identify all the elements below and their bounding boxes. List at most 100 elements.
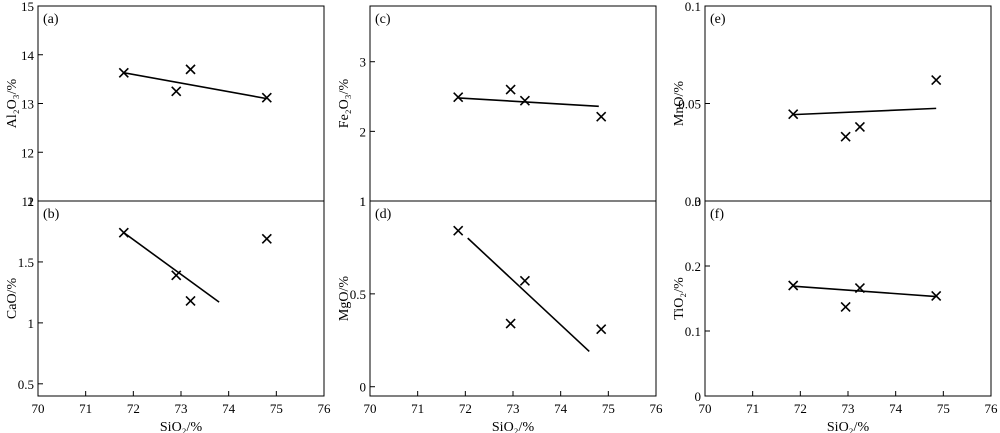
panel-label: (b) [43, 207, 60, 222]
data-point [596, 324, 607, 335]
x-tick-label: 72 [127, 401, 140, 416]
data-point [840, 301, 851, 313]
plot-frame [704, 200, 992, 397]
y-axis-label: MnO/% [672, 81, 687, 126]
trend-line [123, 232, 220, 303]
x-tick-label: 76 [985, 401, 999, 416]
trend-line [467, 237, 590, 353]
x-tick-label: 76 [650, 401, 664, 416]
y-tick-label: 1 [360, 194, 367, 209]
x-tick-label: 73 [842, 401, 855, 416]
point-stroke [519, 275, 530, 286]
y-tick-label: 0 [360, 380, 367, 395]
x-tick-label: 71 [411, 401, 424, 416]
panel-d: 0 0.5 1 70 71 72 73 74 75 76 (d) MgO/% SiO₂/% [337, 194, 663, 433]
y-tick-label: 2 [360, 124, 367, 139]
y-tick-label: 13 [21, 97, 34, 112]
x-axis-label: SiO₂/% [827, 420, 870, 433]
data-point [453, 225, 464, 236]
data-point [931, 290, 942, 301]
x-tick-label: 73 [507, 401, 520, 416]
trend-line [793, 107, 937, 116]
y-tick-label: 0 [695, 389, 702, 404]
point-stroke [118, 67, 129, 78]
y-tick-label: 3 [360, 55, 367, 70]
y-axis-label: Fe₂O₃/% [337, 78, 352, 128]
point-stroke [505, 318, 516, 329]
point-stroke [788, 280, 799, 291]
data-point [931, 75, 942, 86]
y-tick-label: 12 [21, 145, 34, 160]
x-tick-label: 75 [937, 401, 950, 416]
point-stroke [171, 86, 182, 97]
point-stroke [596, 324, 607, 335]
point-stroke [519, 95, 530, 106]
panel-label: (d) [375, 207, 392, 222]
x-tick-label: 70 [364, 401, 377, 416]
plot-frame [37, 5, 325, 202]
panel-label: (c) [375, 12, 391, 27]
data-point [505, 84, 516, 95]
x-axis-label: SiO₂/% [160, 420, 203, 433]
panel-label: (e) [710, 12, 726, 27]
x-tick-label: 72 [794, 401, 807, 416]
data-point [596, 111, 607, 122]
y-tick-label: 2 [28, 194, 35, 209]
y-tick-label: 1 [360, 194, 367, 209]
plot-frame [369, 200, 657, 397]
trend-line [123, 72, 267, 100]
point-stroke [854, 283, 865, 294]
point-stroke [840, 301, 851, 313]
data-point [118, 67, 129, 78]
y-tick-label: 1 [28, 316, 35, 331]
y-tick-label: 0 [695, 194, 702, 209]
data-point [854, 121, 865, 132]
y-axis-label: CaO/% [5, 278, 20, 320]
y-tick-label: 0.5 [350, 287, 366, 302]
point-stroke [261, 92, 272, 103]
panel-e: 0 0.05 0.1 (e) MnO/% [672, 0, 992, 209]
data-point [519, 95, 530, 106]
data-point [118, 227, 129, 238]
point-stroke [118, 227, 129, 238]
y-axis-label: Al₂O₃/% [5, 78, 20, 128]
x-tick-label: 71 [746, 401, 759, 416]
data-point [788, 109, 799, 120]
x-axis-label: SiO₂/% [492, 420, 535, 433]
point-stroke [185, 64, 196, 75]
point-stroke [840, 131, 851, 142]
data-point [519, 275, 530, 286]
panel-c: 1 2 3 (c) Fe₂O₃/% [337, 5, 657, 209]
data-point [185, 295, 196, 307]
point-stroke [505, 84, 516, 95]
x-tick-label: 75 [602, 401, 615, 416]
point-stroke [185, 295, 196, 307]
panel-f: 0 0.1 0.2 0.3 70 71 72 73 74 75 76 (f) TiO₂/% SiO₂/% [672, 194, 998, 433]
data-point [840, 131, 851, 142]
x-tick-label: 74 [222, 401, 236, 416]
point-stroke [453, 225, 464, 236]
data-point [171, 270, 182, 281]
point-stroke [931, 75, 942, 86]
data-point [185, 64, 196, 75]
point-stroke [854, 121, 865, 132]
plot-frame [704, 5, 992, 202]
data-point [854, 283, 865, 294]
y-axis-label: MgO/% [337, 276, 352, 321]
x-tick-label: 74 [889, 401, 903, 416]
point-stroke [453, 92, 464, 103]
data-point [261, 233, 272, 244]
y-tick-label: 0.3 [685, 194, 701, 209]
panel-label: (f) [710, 207, 724, 222]
point-stroke [788, 109, 799, 120]
y-tick-label: 14 [21, 48, 35, 63]
panel-label: (a) [43, 12, 59, 27]
panel-a: 11 12 13 14 15 (a) Al₂O₃/% [5, 0, 325, 209]
y-tick-label: 0.2 [685, 259, 701, 274]
x-tick-label: 76 [318, 401, 332, 416]
data-point [788, 280, 799, 291]
trend-line [793, 285, 937, 298]
y-tick-label: 1.5 [18, 255, 34, 270]
point-stroke [931, 290, 942, 301]
